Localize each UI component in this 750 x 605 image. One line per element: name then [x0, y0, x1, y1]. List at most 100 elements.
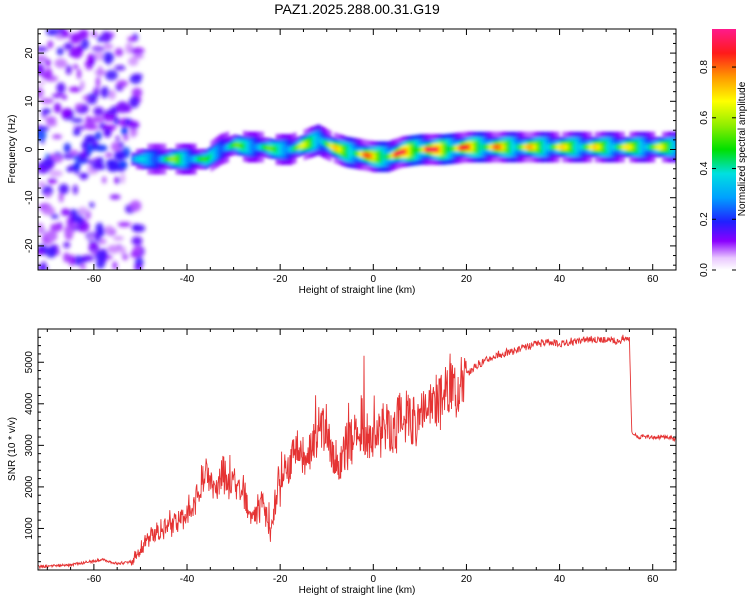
- y-tick-label: 1000: [24, 517, 35, 540]
- noise-blob: [103, 127, 112, 138]
- ridge-cell: [242, 143, 246, 150]
- ridge-cell: [634, 144, 637, 150]
- ridge-cell: [373, 153, 376, 160]
- x-tick-label: 0: [371, 574, 377, 585]
- noise-blob: [68, 254, 75, 267]
- ridge-cell: [147, 156, 150, 162]
- ridge-cell: [561, 144, 565, 150]
- ridge-cell: [580, 144, 584, 150]
- ridge-cell: [261, 144, 265, 150]
- ridge-cell: [208, 154, 211, 161]
- ridge-cell: [249, 144, 253, 150]
- colorbar-label: Normalized spectral amplitude: [737, 81, 748, 216]
- noise-blob: [114, 65, 126, 71]
- noise-blob: [87, 53, 96, 65]
- noise-blob: [47, 178, 58, 184]
- noise-blob: [112, 261, 118, 270]
- ridge-cell: [270, 145, 274, 152]
- ridge-cell: [540, 144, 544, 150]
- ridge-cell: [485, 144, 488, 150]
- ridge-cell: [247, 144, 251, 150]
- noise-blob: [57, 29, 66, 33]
- ridge-cell: [371, 153, 374, 160]
- noise-blob: [88, 241, 100, 254]
- ridge-cell: [343, 148, 346, 154]
- noise-blob: [109, 194, 121, 200]
- noise-blob: [69, 150, 79, 155]
- ridge-cell: [350, 149, 353, 156]
- noise-blob: [51, 93, 63, 98]
- noise-blob: [48, 170, 63, 177]
- ridge-cell: [312, 138, 316, 145]
- noise-blob: [129, 200, 142, 212]
- y-tick-label: 0: [24, 146, 35, 152]
- y-tick-label: 3000: [24, 434, 35, 457]
- noise-blob: [120, 246, 126, 256]
- noise-blob: [38, 46, 48, 52]
- noise-blob: [104, 225, 114, 234]
- ridge-cell: [426, 146, 430, 153]
- noise-blob: [41, 157, 55, 168]
- ridge-cell: [531, 144, 535, 150]
- y-tick-label: -20: [24, 238, 35, 253]
- noise-blob: [105, 70, 118, 81]
- ridge-cell: [231, 142, 234, 149]
- x-tick-label: -40: [180, 274, 195, 285]
- ridge-cell: [538, 144, 542, 150]
- ridge-cell: [552, 144, 556, 150]
- ridge-cell: [447, 146, 451, 152]
- ridge-cell: [359, 151, 362, 158]
- ridge-cell: [163, 156, 167, 162]
- noise-blob: [84, 134, 96, 144]
- ridge-cell: [503, 144, 507, 150]
- noise-blob: [115, 135, 120, 142]
- ridge-cell: [315, 137, 318, 144]
- noise-blob: [45, 153, 50, 159]
- noise-blob: [68, 165, 75, 172]
- noise-blob: [70, 46, 83, 59]
- ridge-cell: [638, 144, 642, 150]
- ridge-cell: [228, 143, 232, 150]
- noise-blob: [117, 222, 132, 227]
- ridge-cell: [559, 144, 563, 150]
- noise-blob: [86, 93, 99, 99]
- noise-blob: [93, 157, 102, 164]
- ridge-cell: [622, 144, 625, 150]
- ridge-cell: [450, 145, 453, 152]
- ridge-cell: [596, 144, 600, 150]
- snr-plot-area: [38, 334, 676, 570]
- noise-blob: [89, 202, 95, 208]
- noise-blob: [73, 155, 79, 161]
- ridge-cell: [142, 156, 146, 162]
- noise-blob: [38, 249, 45, 255]
- ridge-cell: [648, 144, 651, 150]
- spectrogram-heatmap: [38, 29, 676, 270]
- noise-blob: [38, 80, 46, 86]
- ridge-cell: [152, 156, 155, 162]
- noise-blob: [100, 86, 110, 99]
- ridge-cell: [326, 141, 330, 148]
- noise-blob: [71, 214, 84, 224]
- ridge-cell: [329, 143, 332, 149]
- noise-blob: [38, 181, 46, 189]
- ridge-cell: [461, 144, 465, 151]
- snr-axes: -60 -40 -20 0 20 40 60 1000 2000 3000 4000 5000: [24, 328, 677, 585]
- ridge-cell: [655, 144, 658, 150]
- ridge-cell: [138, 156, 141, 162]
- ridge-cell: [224, 145, 227, 151]
- ridge-cell: [662, 144, 665, 150]
- ridge-cell: [657, 144, 660, 150]
- noise-blob: [56, 249, 60, 256]
- ridge-cell: [194, 156, 197, 162]
- noise-blob: [72, 184, 78, 195]
- ridge-cell: [226, 144, 230, 150]
- colorbar-tick-label: 0.0: [699, 263, 710, 277]
- noise-blob: [81, 254, 95, 262]
- ridge-cell: [496, 144, 500, 150]
- ridge-cell: [336, 145, 339, 152]
- ridge-cell: [133, 156, 137, 162]
- ridge-cell: [352, 150, 355, 156]
- ridge-cell: [277, 146, 281, 153]
- colorbar-axis: 0.0 0.2 0.4 0.6 0.8: [699, 60, 736, 277]
